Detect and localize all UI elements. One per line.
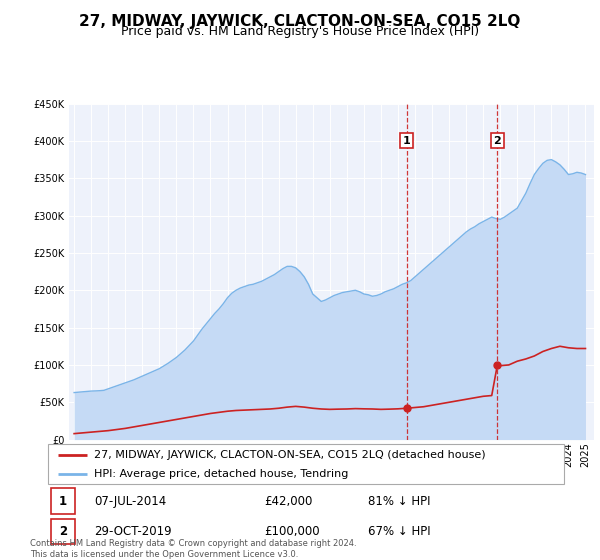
- FancyBboxPatch shape: [50, 519, 76, 544]
- Text: Price paid vs. HM Land Registry's House Price Index (HPI): Price paid vs. HM Land Registry's House …: [121, 25, 479, 38]
- Text: 2: 2: [59, 525, 67, 538]
- FancyBboxPatch shape: [50, 488, 76, 514]
- Text: £42,000: £42,000: [265, 494, 313, 507]
- Text: 27, MIDWAY, JAYWICK, CLACTON-ON-SEA, CO15 2LQ: 27, MIDWAY, JAYWICK, CLACTON-ON-SEA, CO1…: [79, 14, 521, 29]
- Text: Contains HM Land Registry data © Crown copyright and database right 2024.
This d: Contains HM Land Registry data © Crown c…: [30, 539, 356, 559]
- Text: 1: 1: [403, 136, 411, 146]
- Text: 29-OCT-2019: 29-OCT-2019: [94, 525, 172, 538]
- Text: 81% ↓ HPI: 81% ↓ HPI: [368, 494, 430, 507]
- Text: 1: 1: [59, 494, 67, 507]
- Text: 2: 2: [493, 136, 501, 146]
- Text: 07-JUL-2014: 07-JUL-2014: [94, 494, 167, 507]
- Text: HPI: Average price, detached house, Tendring: HPI: Average price, detached house, Tend…: [94, 469, 349, 479]
- Text: 27, MIDWAY, JAYWICK, CLACTON-ON-SEA, CO15 2LQ (detached house): 27, MIDWAY, JAYWICK, CLACTON-ON-SEA, CO1…: [94, 450, 486, 460]
- FancyBboxPatch shape: [48, 444, 564, 484]
- Text: 67% ↓ HPI: 67% ↓ HPI: [368, 525, 431, 538]
- Text: £100,000: £100,000: [265, 525, 320, 538]
